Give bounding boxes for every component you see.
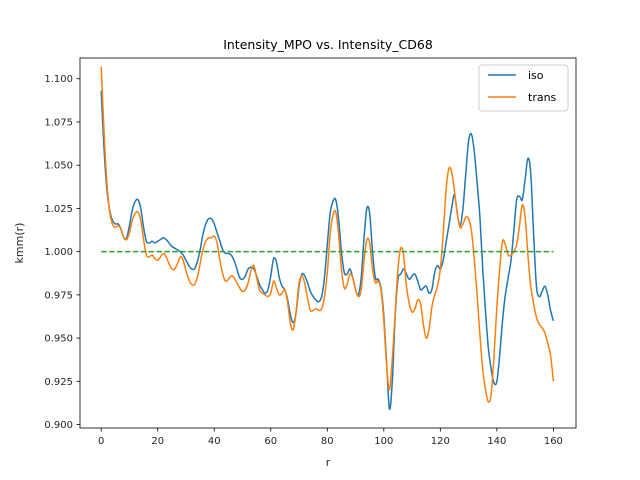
- x-tick-label: 140: [487, 436, 506, 447]
- series-line-iso: [100, 90, 555, 410]
- y-tick-label: 0.900: [44, 420, 73, 431]
- x-tick-label: 20: [151, 436, 164, 447]
- x-axis-label: r: [326, 456, 331, 469]
- legend-trans-label: trans: [528, 91, 557, 104]
- y-axis-label: kmm(r): [13, 223, 26, 264]
- y-tick-label: 1.050: [44, 161, 73, 172]
- legend: iso trans: [478, 64, 569, 112]
- x-tick-label: 80: [321, 436, 334, 447]
- y-axis-ticks: 0.900 0.925 0.950 0.975 1.000 1.025 1.050 1.075…: [44, 74, 80, 431]
- legend-iso-label: iso: [528, 69, 544, 82]
- y-tick-label: 1.100: [44, 74, 73, 85]
- y-tick-label: 1.075: [44, 117, 73, 128]
- series-lines: [100, 66, 555, 410]
- y-tick-label: 0.950: [44, 334, 73, 345]
- legend-box: [478, 64, 569, 112]
- series-line-trans: [100, 66, 555, 403]
- x-tick-label: 60: [264, 436, 277, 447]
- x-axis-ticks: 0 20 40 60 80 100 120 140 160: [98, 428, 563, 447]
- x-tick-label: 160: [544, 436, 563, 447]
- chart-title: Intensity_MPO vs. Intensity_CD68: [223, 37, 433, 52]
- plot-area: 0 20 40 60 80 100 120 140 160 0.9000.9250.9500.9…: [44, 57, 577, 447]
- y-tick-label: 0.925: [44, 377, 73, 388]
- y-tick-label: 1.000: [44, 247, 73, 258]
- x-tick-label: 120: [431, 436, 450, 447]
- axes-frame: [79, 57, 577, 429]
- x-tick-label: 40: [208, 436, 221, 447]
- y-tick-label: 1.025: [44, 204, 73, 215]
- y-tick-label: 0.975: [44, 290, 73, 301]
- x-tick-label: 100: [374, 436, 393, 447]
- x-tick-label: 0: [98, 436, 104, 447]
